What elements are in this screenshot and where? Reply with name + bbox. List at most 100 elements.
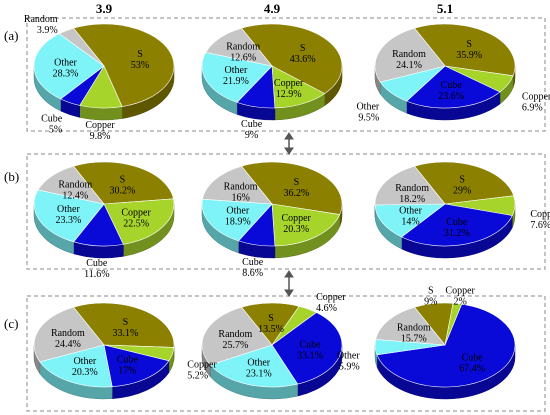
slice-percent-label: 9.8% — [90, 131, 111, 142]
slice-name-label: S — [120, 175, 126, 186]
slice-name-label: Random — [226, 42, 260, 53]
slice-name-label: Random — [58, 180, 92, 191]
slice-percent-label: 33.1% — [112, 328, 138, 339]
slice-percent-label: 23.3% — [55, 215, 81, 226]
slice-percent-label: 53% — [131, 60, 149, 71]
slice-percent-label: 9.5% — [358, 113, 379, 124]
pie-slice-random — [375, 306, 446, 346]
slice-percent-label: 22.5% — [123, 219, 149, 230]
slice-percent-label: 5.9% — [339, 362, 360, 373]
slice-name-label: Cube — [299, 340, 321, 351]
pie-b-5-1 — [374, 161, 516, 259]
labels-layer: S53%Copper9.8%Cube5%Other28.3%Random3.9%… — [24, 14, 550, 381]
pie-slice-copper — [103, 198, 175, 245]
slice-name-label: Copper — [85, 120, 115, 131]
pie-slice-random — [374, 27, 446, 83]
slice-percent-label: 14% — [401, 216, 419, 227]
slice-name-label: Cube — [446, 217, 468, 228]
row-label-a: (a) — [4, 28, 18, 43]
slice-percent-label: 9% — [245, 130, 258, 141]
slice-percent-label: 23.6% — [438, 91, 464, 102]
row-b-frame — [26, 153, 546, 270]
slice-name-label: S — [294, 177, 300, 188]
slice-name-label: Other — [57, 204, 80, 215]
slice-name-label: Other — [337, 351, 360, 362]
slice-name-label: Copper — [281, 213, 311, 224]
pie-slice-other — [201, 198, 273, 242]
slice-name-label: Cube — [41, 114, 63, 125]
slice-percent-label: 29% — [453, 185, 471, 196]
pie-slice-cube — [401, 203, 513, 247]
slice-percent-label: 5.2% — [187, 370, 208, 381]
slice-percent-label: 2% — [453, 297, 466, 308]
slice-name-label: S — [428, 285, 434, 296]
slice-percent-label: 12.9% — [276, 89, 302, 100]
slice-name-label: Other — [226, 206, 249, 217]
pie-a-5-1 — [374, 23, 516, 121]
pie-slice-cube — [376, 303, 516, 388]
slice-percent-label: 12.6% — [230, 53, 256, 64]
pie-b-3-9 — [33, 161, 175, 259]
pie-slice-cube — [103, 344, 170, 388]
slice-name-label: Cube — [117, 354, 139, 365]
slice-percent-label: 43.6% — [290, 54, 316, 65]
slice-name-label: Other — [399, 205, 422, 216]
slice-percent-label: 11.6% — [84, 269, 109, 280]
slice-percent-label: 16% — [231, 193, 249, 204]
pies-layer — [33, 23, 516, 400]
slice-name-label: Cube — [441, 80, 463, 91]
slice-name-label: Random — [51, 328, 85, 339]
slice-percent-label: 5% — [49, 125, 62, 136]
slice-name-label: S — [137, 49, 143, 60]
slice-percent-label: 33.1% — [297, 351, 323, 362]
pie-slice-s — [414, 23, 516, 77]
slice-name-label: S — [123, 317, 129, 328]
slice-name-label: Copper — [530, 209, 550, 220]
slice-percent-label: 13.5% — [258, 324, 284, 335]
slice-percent-label: 25.7% — [222, 340, 248, 351]
slice-name-label: Copper — [121, 208, 151, 219]
slice-percent-label: 23.1% — [246, 369, 272, 380]
slice-percent-label: 15.7% — [401, 333, 427, 344]
slice-name-label: Copper — [316, 292, 346, 303]
slice-name-label: Random — [224, 182, 258, 193]
pie-slice-copper — [271, 203, 341, 247]
pie-slice-other — [33, 33, 105, 100]
pie-slice-s — [241, 302, 300, 346]
pie-slice-random — [201, 306, 273, 366]
row-c-frame — [26, 295, 546, 412]
slice-percent-label: 24.1% — [396, 60, 422, 71]
slice-name-label: S — [466, 39, 472, 50]
pie-slice-other — [209, 344, 299, 388]
slice-name-label: Cube — [242, 257, 264, 268]
pie-slice-random — [37, 165, 105, 205]
slice-name-label: Other — [225, 65, 248, 76]
pie-slice-s — [73, 23, 175, 107]
slice-percent-label: 3.9% — [37, 25, 58, 36]
slice-percent-label: 4.6% — [316, 303, 337, 314]
pie-slice-s — [241, 161, 343, 215]
row-a-frame — [26, 17, 546, 132]
column-header-2: 4.9 — [264, 1, 281, 16]
pie-c-4-9 — [201, 302, 343, 400]
slice-name-label: Random — [392, 49, 426, 60]
slice-percent-label: 20.3% — [283, 224, 309, 235]
slice-percent-label: 12.4% — [62, 191, 88, 202]
pie-slice-copper — [271, 65, 326, 109]
pie-slice-other — [39, 344, 113, 388]
slice-name-label: Random — [24, 14, 58, 25]
pie-slice-s — [73, 161, 174, 205]
slice-percent-label: 24.4% — [55, 339, 81, 350]
column-header-3: 5.1 — [437, 1, 453, 16]
slice-percent-label: 21.9% — [223, 76, 249, 87]
slice-percent-label: 17% — [118, 365, 136, 376]
pie-b-4-9 — [201, 161, 343, 259]
pie-c-3-9 — [33, 302, 175, 400]
column-header-1: 3.9 — [96, 1, 113, 16]
slice-percent-label: 30.2% — [109, 186, 135, 197]
pie-a-3-9 — [33, 23, 175, 121]
pie-slice-random — [58, 27, 105, 67]
slice-name-label: Random — [395, 183, 429, 194]
pie-slice-random — [374, 165, 446, 206]
